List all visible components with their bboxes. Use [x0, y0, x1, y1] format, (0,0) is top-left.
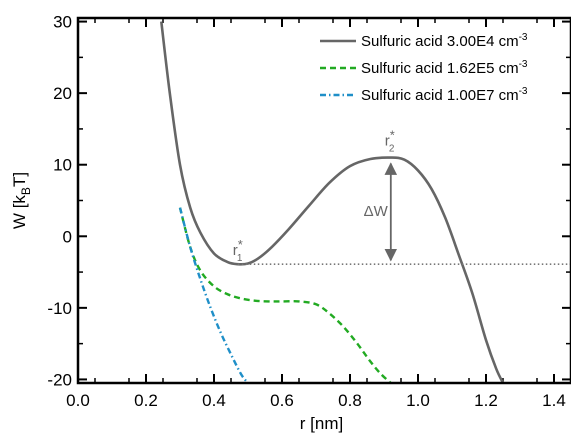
y-tick-label: 10	[53, 156, 72, 175]
series-line-3	[178, 207, 249, 384]
y-axis-label: W [kBT]	[10, 172, 33, 229]
series-lines	[160, 21, 505, 384]
legend-label-3: Sulfuric acid 1.00E7 cm-3	[361, 86, 528, 104]
legend-label-2: Sulfuric acid 1.62E5 cm-3	[361, 59, 528, 77]
legend-label-1: Sulfuric acid 3.00E4 cm-3	[361, 32, 528, 50]
y-tick-label: 0	[63, 227, 72, 246]
y-tick-label: -10	[47, 299, 72, 318]
r1-star-label: r* 1	[233, 237, 243, 264]
legend: Sulfuric acid 3.00E4 cm-3 Sulfuric acid 1…	[320, 32, 528, 104]
delta-w-label: ΔW	[364, 203, 389, 220]
x-tick-label: 0.8	[338, 391, 362, 410]
y-tick-label: 20	[53, 84, 72, 103]
series-line-1	[160, 21, 505, 384]
r2-star-label: r* 2	[385, 128, 395, 155]
y-tick-label: 30	[53, 13, 72, 32]
tick-labels: 0.0 0.2 0.4 0.6 0.8 1.0 1.2 1.4 -20 -10 0 10 20 30	[47, 13, 565, 410]
y-tick-label: -20	[47, 370, 72, 389]
x-tick-label: 1.0	[406, 391, 430, 410]
x-tick-label: 1.2	[474, 391, 498, 410]
x-tick-label: 0.4	[202, 391, 226, 410]
x-tick-label: 0.2	[134, 391, 158, 410]
x-tick-label: 0.0	[66, 391, 90, 410]
x-axis-label: r [nm]	[300, 414, 343, 433]
annotations: r* 1 r* 2 ΔW	[233, 128, 395, 265]
x-tick-label: 1.4	[542, 391, 566, 410]
series-line-2	[178, 207, 392, 384]
plot-frame	[76, 16, 571, 385]
x-tick-label: 0.6	[270, 391, 294, 410]
